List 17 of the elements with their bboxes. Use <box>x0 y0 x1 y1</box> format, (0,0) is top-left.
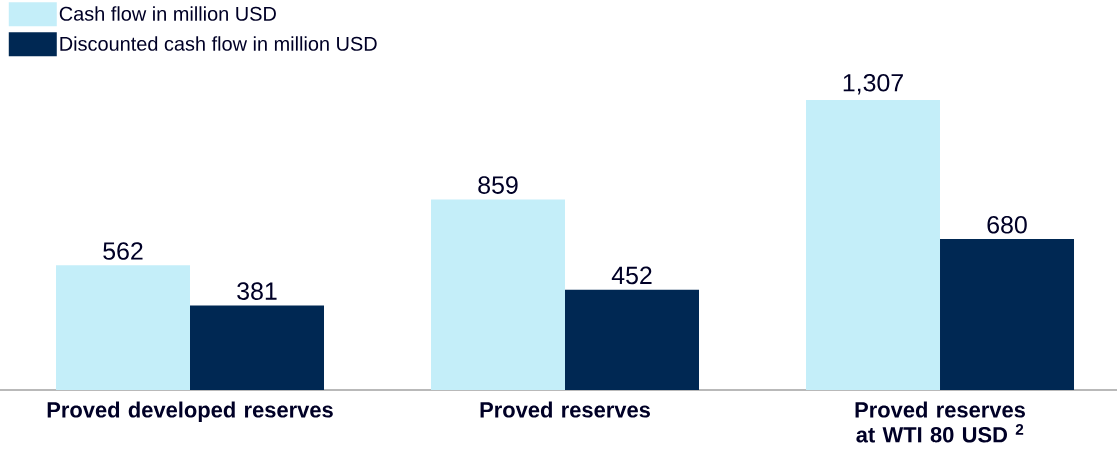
data-label: 562 <box>103 242 143 260</box>
data-label: 381 <box>237 282 277 300</box>
x-tick-label: Proved reserves <box>480 401 650 418</box>
legend-label: Cash flow in million USD <box>59 6 276 21</box>
bar <box>56 265 190 390</box>
bar <box>190 305 324 390</box>
x-tick-label: Proved developed reserves <box>47 401 333 422</box>
data-label: 452 <box>611 266 652 285</box>
legend-label: Discounted cash flow in million USD <box>60 36 377 51</box>
x-tick-label: Proved reserves at WTI 80 USD $^{2}$ <box>855 401 1025 443</box>
bar <box>565 289 699 390</box>
bar <box>806 100 941 390</box>
bar <box>431 199 565 390</box>
data-label: 680 <box>987 215 1027 234</box>
data-label: 859 <box>478 176 518 194</box>
bar <box>940 239 1075 390</box>
data-label: 1,307 <box>843 73 903 95</box>
